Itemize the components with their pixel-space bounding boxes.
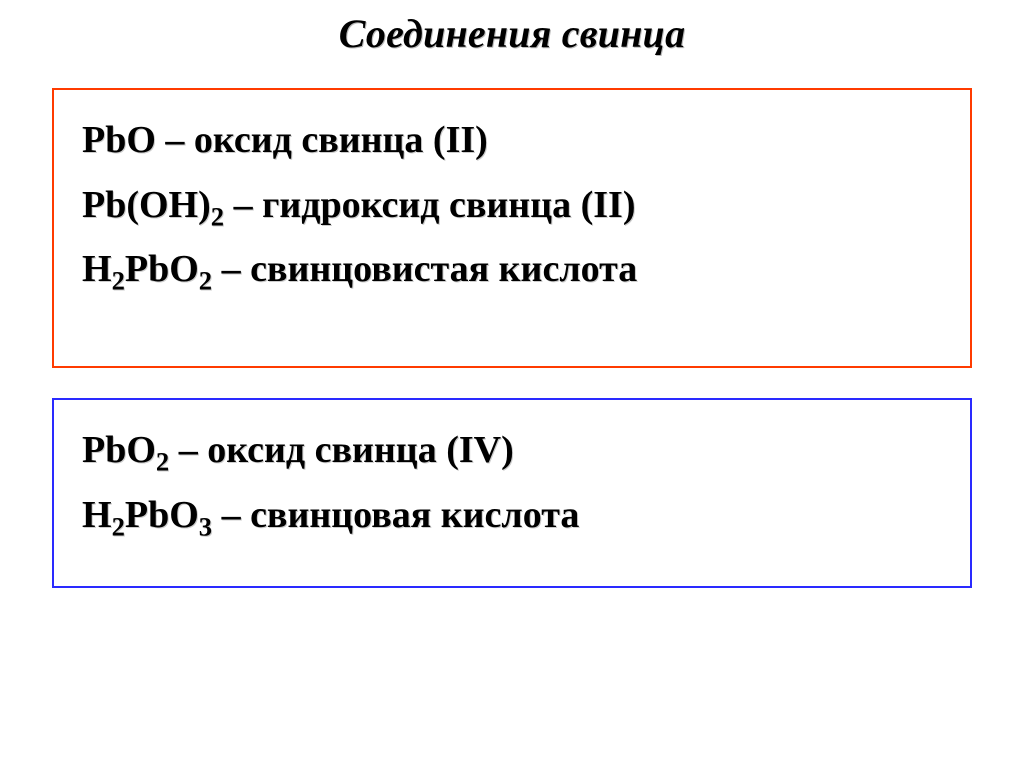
dash: – <box>222 248 251 290</box>
slide: Соединения свинца PbO – оксид свинца (II… <box>0 0 1024 768</box>
compound-row: PbO – оксид свинца (II) <box>82 108 942 173</box>
dash: – <box>234 184 263 226</box>
compound-name: гидроксид свинца (II) <box>262 184 635 226</box>
dash: – <box>179 429 208 471</box>
compound-name: свинцовая кислота <box>250 494 579 536</box>
compound-row: H2PbO3 – свинцовая кислота <box>82 483 942 548</box>
dash: – <box>222 494 251 536</box>
lead-iv-compounds-box: PbO2 – оксид свинца (IV) H2PbO3 – свинцо… <box>52 398 972 588</box>
formula: PbO2 <box>82 429 169 471</box>
compound-name: свинцовистая кислота <box>250 248 637 290</box>
compound-name: оксид свинца (II) <box>194 119 488 161</box>
dash: – <box>165 119 194 161</box>
compound-row: PbO2 – оксид свинца (IV) <box>82 418 942 483</box>
compound-name: оксид свинца (IV) <box>207 429 514 471</box>
formula: H2PbO2 <box>82 248 212 290</box>
formula: Pb(OH)2 <box>82 184 224 226</box>
compound-row: Pb(OH)2 – гидроксид свинца (II) <box>82 173 942 238</box>
formula: H2PbO3 <box>82 494 212 536</box>
compound-row: H2PbO2 – свинцовистая кислота <box>82 237 942 302</box>
formula: PbO <box>82 119 156 161</box>
lead-ii-compounds-box: PbO – оксид свинца (II) Pb(OH)2 – гидрок… <box>52 88 972 368</box>
slide-title: Соединения свинца <box>0 10 1024 57</box>
